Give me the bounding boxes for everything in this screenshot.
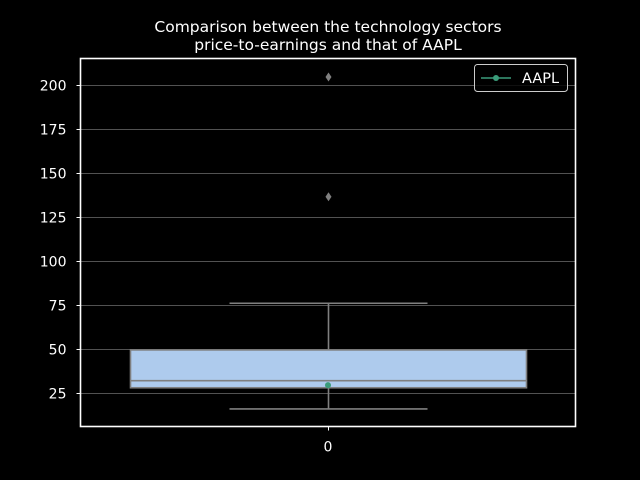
y-tick-label-125: 125	[40, 211, 67, 227]
x-tick-label-0: 0	[324, 440, 333, 456]
y-tick-label-100: 100	[40, 255, 67, 271]
series-point-aapl-0	[325, 382, 331, 389]
y-tick-label-175: 175	[40, 123, 67, 139]
y-tick-label-50: 50	[49, 343, 67, 359]
y-tick-label-200: 200	[40, 79, 67, 95]
outlier-marker-1	[325, 72, 332, 82]
legend: AAPL	[474, 64, 568, 92]
y-tick-label-75: 75	[49, 299, 67, 315]
chart-title-line-2: price-to-earnings and that of AAPL	[194, 36, 462, 54]
y-tick-label-150: 150	[40, 167, 67, 183]
outlier-marker-0	[325, 192, 332, 202]
y-axis-ticks: 25 50 75 100 125 150 175 200	[40, 79, 81, 403]
legend-marker-aapl	[493, 75, 499, 81]
legend-label-aapl: AAPL	[522, 71, 559, 87]
box-iqr	[129, 349, 528, 389]
chart-title-line-1: Comparison between the technology sector…	[154, 18, 501, 36]
boxplot	[129, 72, 528, 410]
series-markers	[325, 382, 331, 389]
y-tick-label-25: 25	[49, 387, 67, 403]
legend-frame	[474, 64, 568, 92]
x-axis-ticks: 0	[324, 426, 333, 456]
